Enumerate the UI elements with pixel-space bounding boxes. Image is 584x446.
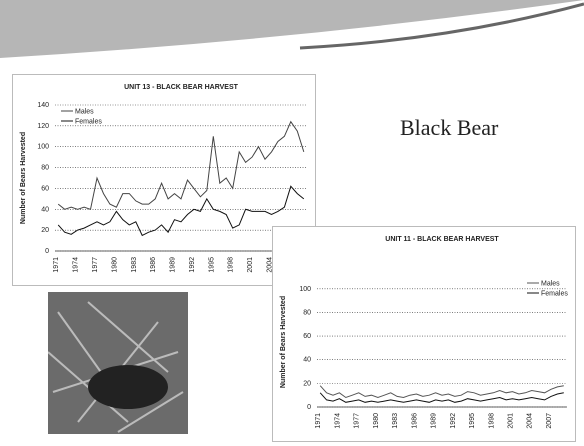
x-tick-label: 1971 xyxy=(53,257,60,273)
x-tick-label: 1983 xyxy=(131,257,138,273)
x-tick-label: 1971 xyxy=(315,413,322,429)
x-tick-label: 1986 xyxy=(150,257,157,273)
series-line xyxy=(319,392,564,403)
bear-photo xyxy=(48,292,188,434)
x-tick-label: 1992 xyxy=(189,257,196,273)
chart-unit11: 0 20 40 60 80 100 1971 1974 1977 1980 1983 1986 1989… xyxy=(272,226,576,442)
y-tick-label: 100 xyxy=(37,144,49,151)
x-tick-label: 2007 xyxy=(546,413,553,429)
x-tick-label: 1974 xyxy=(334,413,341,429)
legend-label: Males xyxy=(541,281,560,288)
x-tick-label: 2001 xyxy=(508,413,515,429)
y-tick-label: 20 xyxy=(303,380,311,387)
y-tick-label: 80 xyxy=(41,165,49,172)
x-tick-label: 1980 xyxy=(111,257,118,273)
x-tick-label: 1977 xyxy=(354,413,361,429)
chart-unit13: 0 20 40 60 80 100 120 140 1971 1974 1977 1980 1983 19… xyxy=(12,74,316,286)
slide-title: Black Bear xyxy=(400,115,499,140)
y-tick-label: 140 xyxy=(37,102,49,109)
y-axis-label: Number of Bears Harvested xyxy=(20,132,27,224)
y-tick-label: 60 xyxy=(303,333,311,340)
x-tick-label: 2004 xyxy=(527,413,534,429)
x-tick-label: 1989 xyxy=(431,413,438,429)
x-tick-label: 1992 xyxy=(450,413,457,429)
x-tick-label: 1998 xyxy=(488,413,495,429)
x-tick-label: 1998 xyxy=(228,257,235,273)
series-line xyxy=(57,185,305,237)
y-tick-label: 20 xyxy=(41,227,49,234)
y-axis-label: Number of Bears Harvested xyxy=(280,296,287,388)
y-tick-label: 100 xyxy=(299,286,311,293)
y-tick-label: 40 xyxy=(41,206,49,213)
x-tick-label: 1995 xyxy=(208,257,215,273)
chart-title: UNIT 11 - BLACK BEAR HARVEST xyxy=(385,236,499,243)
x-tick-label: 2004 xyxy=(266,257,273,273)
x-tick-label: 1980 xyxy=(373,413,380,429)
x-tick-label: 1989 xyxy=(170,257,177,273)
chart-title: UNIT 13 - BLACK BEAR HARVEST xyxy=(124,84,239,91)
x-tick-label: 2001 xyxy=(247,257,254,273)
legend-label: Females xyxy=(75,119,102,126)
y-tick-label: 0 xyxy=(45,248,49,255)
header-band xyxy=(0,0,584,68)
x-tick-label: 1974 xyxy=(73,257,80,273)
x-tick-label: 1977 xyxy=(92,257,99,273)
y-tick-label: 60 xyxy=(41,185,49,192)
x-tick-label: 1995 xyxy=(469,413,476,429)
series-line xyxy=(319,385,564,399)
x-tick-label: 1986 xyxy=(411,413,418,429)
series-line xyxy=(57,120,305,210)
x-tick-label: 1983 xyxy=(392,413,399,429)
legend-label: Males xyxy=(75,109,94,116)
y-tick-label: 120 xyxy=(37,123,49,130)
y-tick-label: 80 xyxy=(303,309,311,316)
y-tick-label: 0 xyxy=(307,404,311,411)
legend-label: Females xyxy=(541,291,568,298)
y-tick-label: 40 xyxy=(303,357,311,364)
